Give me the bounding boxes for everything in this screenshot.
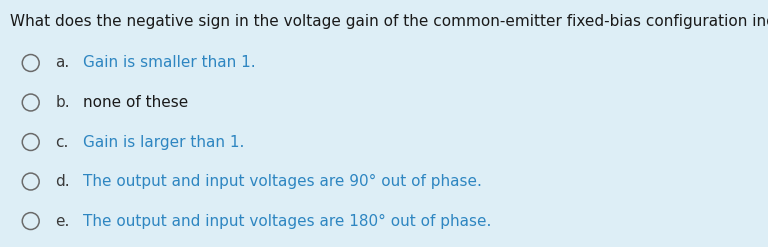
Text: Gain is larger than 1.: Gain is larger than 1. (83, 135, 244, 149)
Text: The output and input voltages are 180° out of phase.: The output and input voltages are 180° o… (83, 214, 492, 228)
Text: Gain is smaller than 1.: Gain is smaller than 1. (83, 56, 256, 70)
Text: The output and input voltages are 90° out of phase.: The output and input voltages are 90° ou… (83, 174, 482, 189)
Text: a.: a. (55, 56, 70, 70)
Text: What does the negative sign in the voltage gain of the common-emitter fixed-bias: What does the negative sign in the volta… (10, 14, 768, 29)
Text: d.: d. (55, 174, 70, 189)
Text: c.: c. (55, 135, 68, 149)
Text: none of these: none of these (83, 95, 188, 110)
Text: e.: e. (55, 214, 70, 228)
Text: b.: b. (55, 95, 70, 110)
